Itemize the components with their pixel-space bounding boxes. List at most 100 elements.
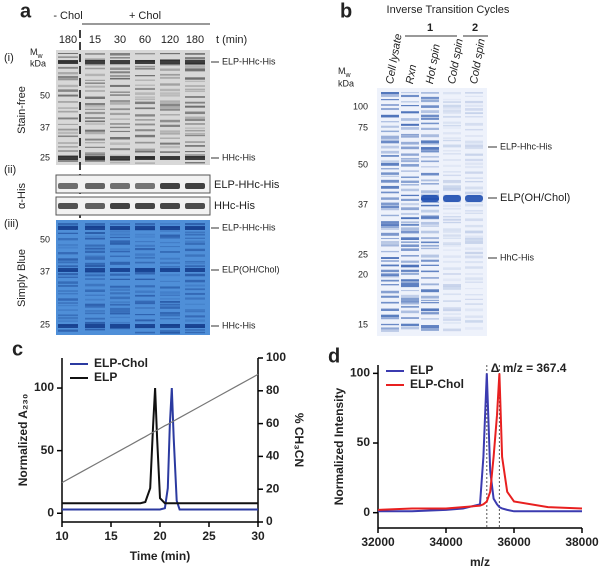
gel-band [85, 289, 105, 292]
gel-band [160, 226, 180, 230]
x-tick-label: 30 [251, 529, 265, 543]
gel-band [381, 264, 399, 267]
gel-band [401, 302, 419, 305]
gel-band [443, 322, 461, 324]
gel-band [160, 274, 180, 277]
gel-band [135, 307, 155, 309]
gel-band [58, 66, 78, 69]
blot-band [58, 183, 78, 189]
gel-band [401, 323, 419, 326]
gel-band [401, 118, 419, 121]
arrows [211, 61, 219, 327]
gel [56, 220, 210, 335]
marker: 25 [40, 319, 50, 329]
gel-band [160, 132, 180, 135]
blot-band [110, 183, 130, 189]
gel-band [443, 212, 461, 215]
blot-band [185, 203, 205, 209]
gel-band [421, 241, 439, 244]
y2-axis-label: % CH₃CN [292, 413, 306, 467]
gel-band [185, 129, 205, 132]
condition-label: - Chol [53, 10, 82, 22]
gel-band [185, 68, 205, 71]
gel-band [401, 217, 419, 220]
gel-band [110, 67, 130, 70]
gel-band [85, 117, 105, 119]
data-line [62, 387, 258, 505]
gel-band [135, 65, 155, 68]
y-tick-label: 100 [34, 380, 54, 394]
gel-band [135, 253, 155, 256]
gel-band [135, 129, 155, 132]
x-axis-label: Time (min) [130, 549, 190, 563]
gel-band [160, 76, 180, 79]
gel-band [110, 137, 130, 140]
y2-tick-label: 80 [266, 383, 280, 397]
gel-band [401, 230, 419, 234]
legend-label: ELP [410, 363, 433, 377]
gel-band [110, 71, 130, 74]
gel-band [381, 172, 399, 175]
gel-band [110, 91, 130, 93]
gel-band [110, 74, 130, 78]
gel-band [185, 311, 205, 313]
gel-band [421, 325, 439, 328]
gel-band [135, 261, 155, 264]
gel-band [421, 179, 439, 182]
gel-band [58, 304, 78, 307]
gel-band [401, 297, 419, 301]
gel-band [421, 247, 439, 250]
gel-band [135, 75, 155, 77]
gel-band [443, 104, 461, 108]
gel-band [160, 92, 180, 95]
gel-band [443, 316, 461, 320]
mw-label: Mw [338, 66, 352, 78]
gel-band [381, 327, 399, 330]
gel-band [85, 141, 105, 144]
gel-band [381, 241, 399, 244]
gel-band [110, 278, 130, 280]
gel-band [85, 123, 105, 125]
lane-label: 30 [114, 34, 126, 46]
gel-band [381, 160, 399, 164]
marker: 37 [40, 266, 50, 276]
gel-band [401, 153, 419, 156]
blot-band [58, 203, 78, 209]
gel-band [58, 314, 78, 317]
gel-band [421, 295, 439, 299]
gel-band [465, 153, 483, 156]
gel-band [381, 284, 399, 286]
gel-band [381, 135, 399, 139]
gel-band [185, 226, 205, 230]
gel-band [465, 237, 483, 241]
panel-label: d [328, 345, 340, 367]
gel-band [160, 318, 180, 320]
gel-band [135, 123, 155, 126]
gel-band [401, 94, 419, 98]
gel-band [421, 289, 439, 293]
gel-band [135, 92, 155, 95]
gel-band [160, 103, 180, 107]
gel-band [135, 236, 155, 238]
legend-label: ELP [94, 370, 117, 384]
gel-band [110, 301, 130, 304]
band-label: ELP-Hhc-His [500, 141, 553, 151]
marker: 100 [353, 101, 368, 111]
gel-band [465, 327, 483, 330]
gel-band [58, 128, 78, 131]
gel-band [110, 142, 130, 145]
gel-band [110, 130, 130, 133]
gel-band [160, 311, 180, 315]
gel-band [85, 53, 105, 55]
gel-band [465, 122, 483, 126]
marker: 20 [358, 269, 368, 279]
gel-band [85, 264, 105, 268]
gel-band [421, 283, 439, 286]
gel-band [185, 237, 205, 239]
gel-band [185, 265, 205, 268]
gel-band [401, 241, 419, 243]
gel-band [160, 230, 180, 232]
y2-tick-label: 60 [266, 416, 280, 430]
gel-band [421, 302, 439, 304]
gel-band [443, 179, 461, 183]
